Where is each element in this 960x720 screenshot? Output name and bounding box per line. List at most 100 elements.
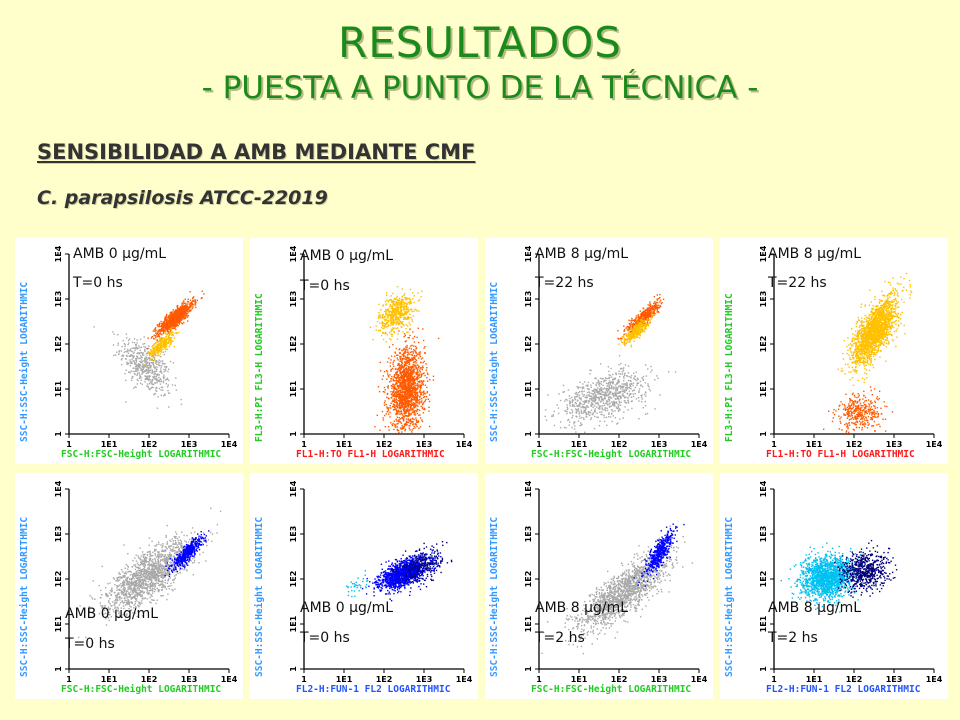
data-point [156,360,158,362]
data-point [392,324,394,326]
data-point [402,349,405,351]
data-point [393,385,396,387]
data-point [151,381,153,383]
data-point [592,412,594,414]
data-point [412,411,415,414]
data-point [413,354,416,357]
data-point [391,317,393,319]
data-point [396,388,398,391]
data-point [378,390,381,393]
data-point [401,402,403,404]
data-point [613,386,615,388]
data-point [399,357,401,359]
data-point [417,399,419,402]
data-point [657,377,659,379]
data-point [580,411,583,413]
data-point [397,429,400,432]
data-point [405,402,407,404]
data-point [146,359,148,361]
data-point [382,419,385,421]
data-point [184,314,186,317]
data-point [159,338,162,340]
data-point [136,352,138,355]
data-point [390,307,392,309]
data-point [631,323,633,325]
data-point [411,344,413,347]
data-point [642,375,645,378]
data-point [586,396,588,398]
data-point [406,420,408,423]
data-point [175,328,177,331]
data-point [423,392,425,394]
data-point [159,343,161,345]
data-point [404,351,407,354]
data-point [390,391,392,393]
data-point [405,304,408,306]
data-point [169,323,172,325]
data-point [416,384,418,386]
data-point [403,370,406,372]
data-point [143,360,145,362]
data-point [410,394,412,396]
data-point [132,355,134,357]
data-point [388,331,391,334]
data-point [649,322,651,324]
data-point [180,398,182,401]
data-point [608,396,610,398]
data-point [151,359,153,361]
data-point [609,374,612,377]
data-point [394,395,396,397]
data-point [416,368,418,370]
data-point [619,409,621,411]
data-point [169,339,171,342]
data-point [396,371,398,373]
data-point [152,356,155,359]
data-point [143,366,145,369]
data-point [649,303,651,305]
data-point [410,386,412,388]
data-point [619,392,622,394]
data-point [405,340,407,342]
data-point [398,364,401,366]
data-point [421,373,423,375]
data-point [397,362,400,365]
data-point [605,379,607,382]
data-point [406,364,408,367]
data-point [628,395,630,397]
data-point [153,334,155,336]
data-point [624,384,626,386]
data-point [173,321,175,323]
data-point [559,399,562,402]
data-point [633,389,635,392]
data-point [125,401,127,403]
data-point [403,304,405,306]
data-point [161,372,163,374]
data-point [569,421,571,423]
data-point [610,412,613,415]
data-point [589,398,591,400]
data-point [166,324,168,326]
data-point [406,318,408,320]
data-point [569,402,571,405]
data-point [132,357,135,359]
data-point [418,366,420,368]
data-point [408,375,410,377]
data-point [400,410,403,413]
data-point [423,407,426,410]
data-point [428,400,431,403]
data-point [401,321,403,324]
data-point [598,385,601,387]
data-point [413,391,415,393]
data-point [387,321,389,323]
data-point [640,385,642,387]
data-point [186,316,188,319]
data-point [409,374,411,376]
data-point [619,404,622,406]
data-point [396,391,398,393]
data-point [395,301,397,304]
data-point [416,397,418,399]
data-point [128,338,131,340]
data-point [420,358,423,360]
data-point [179,313,181,315]
